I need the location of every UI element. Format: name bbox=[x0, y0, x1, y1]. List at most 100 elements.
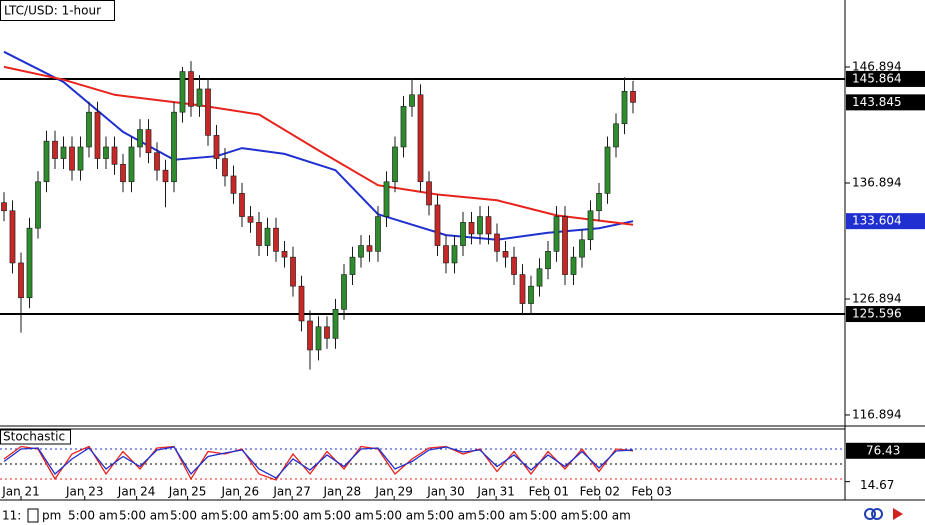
candle-body bbox=[43, 140, 50, 183]
bottom-time-label: 5:00 am bbox=[581, 509, 631, 523]
ma-label-box bbox=[846, 213, 925, 230]
price-label: 125.596 bbox=[852, 307, 902, 321]
candle-body bbox=[315, 326, 322, 351]
candle-body bbox=[443, 245, 449, 264]
candle-body bbox=[358, 245, 364, 258]
stochastic-pane bbox=[0, 445, 845, 481]
cursor-box bbox=[27, 508, 39, 523]
candle-body bbox=[349, 256, 356, 275]
candle-body bbox=[196, 88, 203, 107]
candle-body bbox=[511, 256, 517, 275]
candle-body bbox=[417, 94, 424, 183]
candle-body bbox=[35, 181, 41, 229]
candle-body bbox=[502, 251, 509, 258]
candle-body bbox=[205, 88, 211, 136]
bottom-time-label: 5:00 am bbox=[478, 509, 528, 523]
candle-body bbox=[290, 256, 296, 287]
price-label-box bbox=[846, 70, 925, 87]
candle-body bbox=[111, 146, 118, 165]
bottom-time-label: 5:00 am bbox=[221, 509, 271, 523]
x-tick-label: Feb 02 bbox=[580, 485, 620, 499]
candle-body bbox=[1, 202, 7, 212]
candle-body bbox=[77, 146, 84, 171]
candle-body bbox=[26, 227, 33, 299]
indicator-title: Stochastic bbox=[3, 430, 65, 444]
labels: 116.894 126.894 136.894 146.894 Jan 21 Jan 23… bbox=[1, 59, 925, 523]
candle-body bbox=[460, 222, 466, 246]
candle-body bbox=[188, 71, 194, 107]
x-tick-label: Jan 25 bbox=[168, 485, 207, 499]
candle-body bbox=[519, 274, 526, 304]
candle-body bbox=[145, 129, 152, 154]
candle-body bbox=[562, 216, 568, 275]
x-tick-label: Jan 21 bbox=[1, 485, 40, 499]
candle-body bbox=[587, 210, 594, 241]
candle-body bbox=[281, 251, 288, 258]
candle-body bbox=[536, 268, 543, 287]
candle-body bbox=[120, 164, 126, 183]
bottom-time-label: 5:00 am bbox=[530, 509, 580, 523]
candle-body bbox=[230, 175, 237, 194]
price-label: 145.864 bbox=[852, 71, 902, 85]
candle-body bbox=[375, 216, 381, 252]
price-label-box bbox=[846, 94, 925, 111]
candle-body bbox=[103, 146, 109, 159]
candle-body bbox=[400, 106, 407, 148]
candle-body bbox=[128, 146, 135, 183]
price-label: 143.845 bbox=[852, 95, 902, 109]
candle-body bbox=[485, 216, 492, 235]
candle-body bbox=[579, 239, 585, 258]
link-icon[interactable] bbox=[864, 508, 876, 520]
candle-body bbox=[332, 309, 339, 339]
title-box bbox=[0, 0, 115, 21]
candle-body bbox=[341, 274, 347, 310]
candle-body bbox=[324, 326, 330, 339]
stoch-line bbox=[3, 446, 634, 479]
candle-body bbox=[477, 216, 483, 235]
candle-body bbox=[52, 140, 58, 159]
candle-body bbox=[383, 181, 390, 217]
candle-body bbox=[528, 285, 534, 304]
x-tick-label: Jan 30 bbox=[426, 485, 465, 499]
candle-body bbox=[171, 111, 177, 183]
candle-body bbox=[545, 251, 551, 270]
candle-body bbox=[60, 146, 67, 159]
indicator-title-box bbox=[0, 429, 71, 445]
play-icon[interactable] bbox=[893, 508, 903, 520]
stoch-label-box bbox=[846, 442, 925, 459]
candle-body bbox=[239, 193, 245, 217]
x-tick-label: Jan 31 bbox=[476, 485, 515, 499]
candle-body bbox=[264, 227, 271, 246]
candle-body bbox=[9, 210, 16, 264]
candle-body bbox=[596, 193, 602, 212]
x-tick-label: Feb 01 bbox=[529, 485, 569, 499]
candle-body bbox=[222, 158, 228, 177]
toolbar-icons[interactable] bbox=[864, 508, 903, 520]
x-tick-label: Jan 24 bbox=[117, 485, 156, 499]
candle-body bbox=[179, 71, 186, 113]
candle-body bbox=[256, 222, 262, 246]
candle-body bbox=[137, 129, 143, 148]
candle-body bbox=[94, 111, 101, 159]
price-pane bbox=[0, 50, 845, 370]
candle-body bbox=[451, 245, 458, 264]
bottom-time-label: pm bbox=[42, 509, 61, 523]
candle-body bbox=[273, 227, 279, 252]
x-tick-label: Jan 23 bbox=[65, 485, 104, 499]
candle-body bbox=[162, 169, 169, 183]
candle-body bbox=[553, 216, 560, 252]
candle-body bbox=[426, 181, 432, 206]
stoch-tick-label: 14.67 bbox=[860, 478, 894, 492]
bottom-time-label: 5:00 am bbox=[427, 509, 477, 523]
candle-body bbox=[307, 320, 313, 351]
bottom-time-label: 5:00 am bbox=[375, 509, 425, 523]
bottom-time-label: 5:00 am bbox=[119, 509, 169, 523]
candle-body bbox=[494, 233, 500, 252]
bottom-time-label: 5:00 am bbox=[324, 509, 374, 523]
candle-body bbox=[434, 204, 441, 246]
link-icon[interactable] bbox=[871, 508, 883, 520]
candle-body bbox=[366, 245, 373, 252]
ma-label: 133.604 bbox=[852, 214, 902, 228]
